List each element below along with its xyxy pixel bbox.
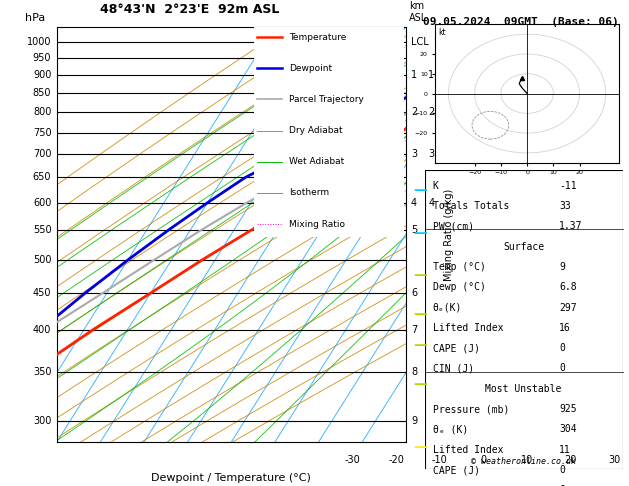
Text: 2: 2 <box>411 107 417 117</box>
Text: CAPE (J): CAPE (J) <box>433 343 479 353</box>
Text: km
ASL: km ASL <box>409 1 428 22</box>
Text: hPa: hPa <box>25 13 45 22</box>
Text: 6.8: 6.8 <box>559 282 577 292</box>
Text: Mixing Ratio: Mixing Ratio <box>289 220 345 228</box>
Text: —: — <box>413 439 427 453</box>
Text: 09.05.2024  09GMT  (Base: 06): 09.05.2024 09GMT (Base: 06) <box>423 17 618 27</box>
Text: θₑ (K): θₑ (K) <box>433 424 468 434</box>
Text: 2: 2 <box>314 194 319 201</box>
Text: —: — <box>413 338 427 352</box>
Text: Dewpoint / Temperature (°C): Dewpoint / Temperature (°C) <box>151 473 311 484</box>
Text: 700: 700 <box>33 149 52 159</box>
Text: —: — <box>413 183 427 196</box>
Text: 20: 20 <box>564 455 577 465</box>
Text: 16: 16 <box>559 323 571 333</box>
Text: θₑ(K): θₑ(K) <box>433 302 462 312</box>
Text: 5: 5 <box>365 194 370 201</box>
Text: 9: 9 <box>559 262 565 272</box>
Text: © weatheronline.co.uk: © weatheronline.co.uk <box>471 457 576 466</box>
Text: 9: 9 <box>411 416 417 426</box>
Text: 5: 5 <box>411 225 417 235</box>
Text: 1000: 1000 <box>27 37 52 47</box>
Text: Lifted Index: Lifted Index <box>433 445 503 455</box>
Text: 48°43'N  2°23'E  92m ASL: 48°43'N 2°23'E 92m ASL <box>99 3 279 17</box>
Text: CIN (J): CIN (J) <box>433 364 474 373</box>
Text: 800: 800 <box>33 107 52 117</box>
Text: 4: 4 <box>411 198 417 208</box>
Text: 1: 1 <box>428 70 435 80</box>
Text: 400: 400 <box>33 325 52 335</box>
Text: Most Unstable: Most Unstable <box>486 384 562 394</box>
Text: LCL: LCL <box>411 37 429 47</box>
Text: Wet Adiabat: Wet Adiabat <box>289 157 344 166</box>
Text: 300: 300 <box>33 416 52 426</box>
Text: 30: 30 <box>608 455 620 465</box>
Text: —: — <box>413 377 427 391</box>
Text: 550: 550 <box>33 225 52 235</box>
Text: -20: -20 <box>388 455 404 465</box>
Text: kt: kt <box>438 28 445 37</box>
Text: 0: 0 <box>559 343 565 353</box>
Text: 8: 8 <box>411 367 417 377</box>
Text: Dewpoint: Dewpoint <box>289 64 332 73</box>
Text: —: — <box>413 268 427 282</box>
Text: 925: 925 <box>559 404 577 414</box>
Text: 0: 0 <box>559 364 565 373</box>
Text: 0: 0 <box>481 455 486 465</box>
Text: 3: 3 <box>411 149 417 159</box>
Text: 4: 4 <box>428 198 435 208</box>
Text: 750: 750 <box>33 127 52 138</box>
Text: Pressure (mb): Pressure (mb) <box>433 404 509 414</box>
Text: Lifted Index: Lifted Index <box>433 323 503 333</box>
Text: 600: 600 <box>33 198 52 208</box>
Text: 6: 6 <box>411 288 417 298</box>
FancyBboxPatch shape <box>254 20 404 237</box>
Text: 500: 500 <box>33 255 52 265</box>
Text: 1.37: 1.37 <box>559 221 583 231</box>
Text: 850: 850 <box>33 88 52 98</box>
Text: 450: 450 <box>33 288 52 298</box>
Text: PW (cm): PW (cm) <box>433 221 474 231</box>
Text: 3: 3 <box>428 149 435 159</box>
Text: Totals Totals: Totals Totals <box>433 201 509 211</box>
Text: 33: 33 <box>559 201 571 211</box>
Text: —: — <box>413 307 427 321</box>
Text: 1: 1 <box>279 194 284 201</box>
Text: 304: 304 <box>559 424 577 434</box>
Text: 3: 3 <box>337 194 341 201</box>
Text: 650: 650 <box>33 173 52 183</box>
Text: 2: 2 <box>428 107 435 117</box>
Text: —: — <box>413 226 427 240</box>
Text: K: K <box>433 181 438 191</box>
Text: 11: 11 <box>559 445 571 455</box>
Text: 1: 1 <box>411 70 417 80</box>
Text: Temp (°C): Temp (°C) <box>433 262 486 272</box>
Text: Isotherm: Isotherm <box>289 189 329 197</box>
Text: 4: 4 <box>353 194 357 201</box>
Text: 350: 350 <box>33 367 52 377</box>
Text: 297: 297 <box>559 302 577 312</box>
Text: -10: -10 <box>431 455 448 465</box>
Text: 950: 950 <box>33 53 52 63</box>
Text: CAPE (J): CAPE (J) <box>433 465 479 475</box>
Text: -30: -30 <box>345 455 360 465</box>
Text: Mixing Ratio (g/kg): Mixing Ratio (g/kg) <box>444 189 454 280</box>
Text: Surface: Surface <box>503 242 544 252</box>
Text: -11: -11 <box>559 181 577 191</box>
Text: 7: 7 <box>411 325 417 335</box>
Text: 900: 900 <box>33 70 52 80</box>
Text: 10: 10 <box>521 455 533 465</box>
Text: 0: 0 <box>559 465 565 475</box>
Text: Dry Adiabat: Dry Adiabat <box>289 126 342 135</box>
Text: Temperature: Temperature <box>289 33 346 42</box>
Text: 8: 8 <box>393 194 398 201</box>
Text: Parcel Trajectory: Parcel Trajectory <box>289 95 364 104</box>
Text: Dewp (°C): Dewp (°C) <box>433 282 486 292</box>
